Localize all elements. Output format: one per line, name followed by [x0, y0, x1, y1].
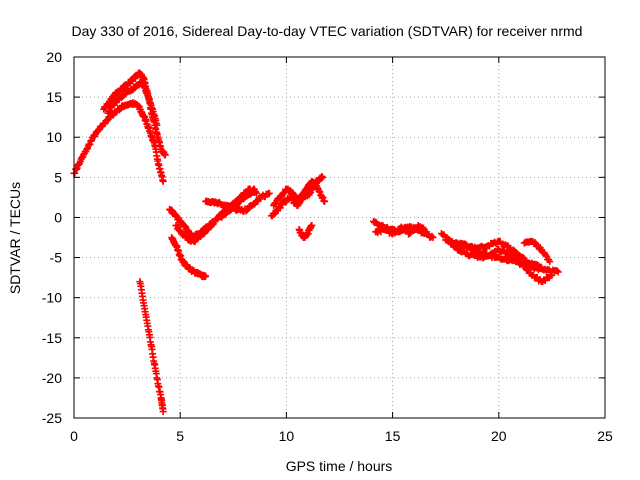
y-tick-label: -5: [50, 250, 63, 266]
y-tick-label: 5: [54, 169, 62, 185]
y-tick-label: 20: [46, 49, 62, 65]
data-point: [537, 263, 545, 271]
x-tick-label: 5: [176, 428, 184, 444]
x-tick-label: 10: [279, 428, 295, 444]
x-tick-label: 15: [385, 428, 401, 444]
y-tick-label: -25: [42, 410, 62, 426]
chart-title: Day 330 of 2016, Sidereal Day-to-day VTE…: [72, 23, 583, 39]
data-point: [159, 177, 167, 185]
data-point: [542, 251, 550, 259]
data-point: [546, 258, 554, 266]
data-point: [548, 271, 556, 279]
x-tick-label: 0: [70, 428, 78, 444]
y-tick-label: -10: [42, 290, 62, 306]
data-point: [321, 197, 329, 205]
data-point: [153, 121, 161, 129]
data-point: [531, 238, 539, 246]
data-point: [553, 267, 561, 275]
data-point: [308, 221, 316, 229]
y-tick-label: 10: [46, 129, 62, 145]
data-point: [554, 268, 562, 276]
x-tick-label: 25: [597, 428, 613, 444]
data-point: [243, 206, 251, 214]
data-point: [429, 234, 437, 241]
data-point: [161, 151, 169, 159]
data-point: [202, 272, 210, 280]
y-axis-label: SDTVAR / TECUs: [7, 182, 23, 294]
y-tick-label: -15: [42, 330, 62, 346]
data-point: [428, 232, 436, 240]
y-tick-label: 15: [46, 89, 62, 105]
data-point: [265, 189, 273, 197]
data-point: [251, 185, 259, 193]
x-axis-label: GPS time / hours: [286, 458, 393, 474]
data-point: [159, 408, 167, 416]
x-tick-label: 20: [491, 428, 507, 444]
data-points: [70, 69, 562, 416]
data-point: [319, 173, 327, 181]
data-point: [423, 228, 431, 236]
plot-frame: [73, 56, 606, 419]
y-tick-label: 0: [54, 209, 62, 225]
y-tick-label: -20: [42, 370, 62, 386]
